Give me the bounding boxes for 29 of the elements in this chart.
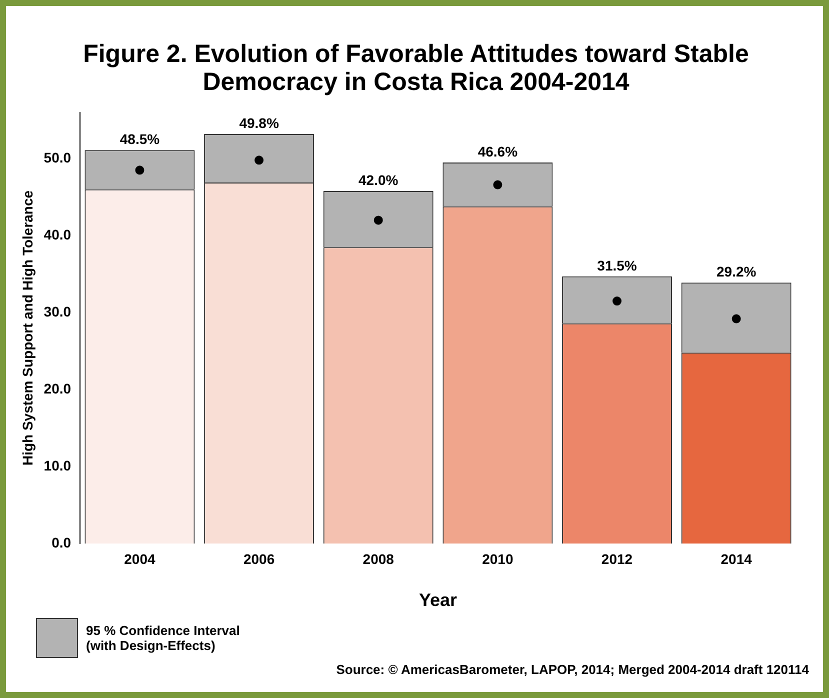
data-label: 49.8% (239, 114, 280, 131)
source-note: Source: © AmericasBarometer, LAPOP, 2014; Merged 2004-2014 draft 120114 (336, 662, 809, 677)
point (135, 166, 144, 175)
data-label: 48.5% (120, 130, 160, 147)
y-tick-label: 50.0 (44, 149, 72, 166)
x-tick-label: 2008 (362, 550, 394, 567)
y-tick-label: 10.0 (44, 457, 72, 474)
y-tick-label: 20.0 (44, 380, 72, 396)
x-tick-label: 2006 (243, 550, 275, 567)
y-tick-label: 40.0 (44, 226, 72, 242)
chart-title: Figure 2. Evolution of Favorable Attitudes toward Stable Democracy in Costa Rica 2004-2014 (82, 40, 750, 96)
point (374, 216, 383, 225)
point (732, 314, 741, 324)
x-tick-label: 2010 (482, 550, 514, 567)
x-tick-label: 2014 (720, 550, 752, 567)
data-label: 42.0% (358, 172, 399, 188)
text: 95 % Confidence Interval (with Design-Effects) (86, 623, 241, 653)
point (493, 180, 502, 190)
data-label: 31.5% (597, 257, 638, 274)
y-tick-label: 30.0 (44, 303, 72, 320)
x-axis-title: Year (419, 590, 458, 610)
point (254, 156, 264, 165)
y-axis-title: High System Support and High Tolerance (19, 190, 36, 466)
data-label: 29.2% (716, 263, 757, 280)
point (612, 296, 622, 306)
y-tick-label: 0.0 (52, 534, 72, 550)
x-tick-label: 2004 (124, 550, 156, 567)
x-tick-label: 2012 (601, 550, 633, 567)
data-label: 46.6% (478, 143, 518, 160)
